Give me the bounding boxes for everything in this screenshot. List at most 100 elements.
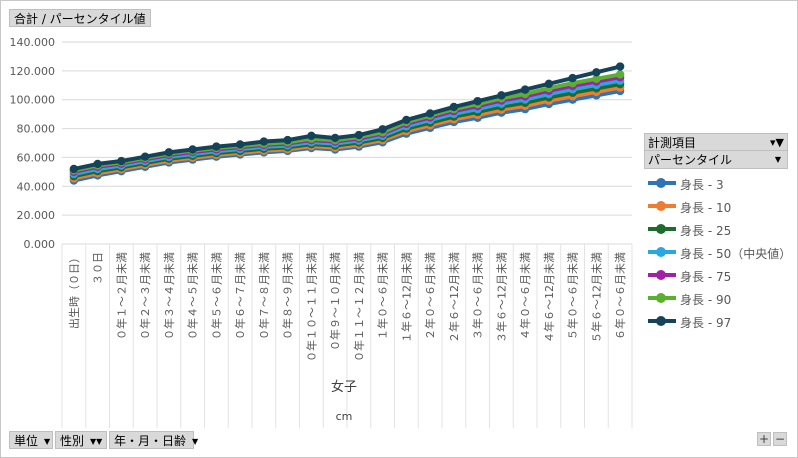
series-lines bbox=[69, 62, 625, 185]
x-tick-label: ２年６～12月未満 bbox=[447, 252, 461, 343]
x-tick-label: ０年１０～１１月未満 bbox=[304, 252, 318, 362]
x-tick-label: ０年４～５月未満 bbox=[186, 252, 200, 340]
data-point[interactable] bbox=[330, 133, 340, 143]
y-tick-label: 140.000 bbox=[10, 36, 56, 49]
y-tick-label: 120.000 bbox=[10, 65, 56, 78]
data-point[interactable] bbox=[117, 156, 126, 166]
legend-items: 身長 - 3 身長 - 10 身長 - 25 身長 - 50（中央値） 身長 - 75 身… bbox=[644, 173, 792, 334]
data-point[interactable] bbox=[283, 135, 292, 145]
collapse-button[interactable]: − bbox=[773, 432, 787, 446]
x-tick-label: ３０日 bbox=[92, 252, 105, 285]
unit-field-button[interactable]: 単位 ▼ bbox=[9, 431, 53, 449]
data-point[interactable] bbox=[188, 145, 197, 154]
legend-label: 身長 - 97 bbox=[680, 316, 732, 330]
y-tick-label: 100.000 bbox=[10, 94, 56, 107]
data-point[interactable] bbox=[425, 109, 435, 118]
data-point[interactable] bbox=[69, 164, 79, 174]
data-point[interactable] bbox=[235, 140, 245, 149]
data-point[interactable] bbox=[592, 74, 601, 83]
x-tick-label: ０年８～９月未満 bbox=[281, 252, 295, 340]
x-tick-label: ０年２～３月未満 bbox=[138, 252, 152, 340]
data-point[interactable] bbox=[615, 70, 625, 79]
data-point[interactable] bbox=[378, 125, 387, 134]
legend-item[interactable]: 身長 - 97 bbox=[644, 311, 788, 334]
legend-sub-field-label: パーセンタイル bbox=[648, 153, 733, 167]
data-point[interactable] bbox=[259, 137, 269, 146]
data-point[interactable] bbox=[164, 148, 174, 157]
x-tick-label: ３年６～12月未満 bbox=[494, 252, 508, 343]
y-tick-label: 40.000 bbox=[17, 180, 56, 193]
data-point[interactable] bbox=[140, 152, 150, 161]
data-point[interactable] bbox=[93, 159, 102, 169]
data-point[interactable] bbox=[615, 62, 625, 71]
dropdown-arrow-icon[interactable]: ▼ bbox=[774, 155, 781, 164]
x-tick-label: ０年７～８月未満 bbox=[257, 252, 271, 340]
legend-marker-swatch bbox=[656, 201, 666, 211]
y-tick-label: 20.000 bbox=[17, 209, 56, 222]
data-point[interactable] bbox=[568, 73, 577, 83]
gender-field-label: 性別 bbox=[60, 434, 85, 448]
x-tick-label: ２年０～６月未満 bbox=[423, 252, 437, 340]
data-point[interactable] bbox=[520, 85, 530, 94]
x-tick-label: ５年０～６月未満 bbox=[566, 252, 580, 340]
x-tick-label: ３年０～６月未満 bbox=[471, 252, 485, 340]
data-point[interactable] bbox=[212, 142, 221, 151]
legend-label: 身長 - 3 bbox=[680, 178, 724, 192]
age-field-button[interactable]: 年・月・日齢 ▼ bbox=[109, 431, 198, 449]
legend-label: 身長 - 90 bbox=[680, 293, 732, 307]
series-line bbox=[73, 64, 621, 171]
legend-label: 身長 - 75 bbox=[680, 270, 732, 284]
x-tick-label: 出生時（０日） bbox=[67, 252, 81, 329]
filter-icon[interactable]: ▾▼ bbox=[770, 136, 784, 149]
values-field-button[interactable]: 合計 / パーセンタイル値 bbox=[9, 9, 151, 27]
gender-field-button[interactable]: 性別 ▼▼ bbox=[55, 431, 107, 449]
gridlines bbox=[61, 41, 633, 428]
age-field-label: 年・月・日齢 bbox=[114, 434, 187, 448]
data-point[interactable] bbox=[544, 79, 554, 89]
legend-marker-swatch bbox=[656, 224, 666, 234]
expand-button[interactable]: + bbox=[757, 432, 771, 446]
legend-marker-swatch bbox=[656, 247, 666, 257]
x-tick-label: ０年３～４月未満 bbox=[162, 252, 176, 340]
data-point[interactable] bbox=[402, 115, 411, 125]
x-axis-title: 女子 bbox=[331, 379, 357, 395]
data-point[interactable] bbox=[354, 130, 364, 140]
data-point[interactable] bbox=[449, 102, 459, 112]
y-tick-label: 60.000 bbox=[17, 151, 56, 164]
x-axis-ticks: 出生時（０日） ３０日 ０年１～２月未満 ０年２～３月未満 ０年３～４月未満 ０年４～５月… bbox=[67, 252, 627, 362]
legend-field-button[interactable]: 計測項目 ▾▼ bbox=[644, 133, 788, 151]
x-tick-label: ４年６～12月未満 bbox=[542, 252, 556, 343]
x-tick-label: ４年０～６月未満 bbox=[518, 252, 532, 340]
x-tick-label: １年６～12月未満 bbox=[399, 252, 413, 343]
data-point[interactable] bbox=[473, 96, 482, 106]
x-tick-label: ５年６～12月未満 bbox=[589, 252, 603, 343]
legend-item[interactable]: 身長 - 50（中央値） bbox=[644, 242, 792, 265]
unit-label: cm bbox=[336, 410, 353, 423]
x-tick-label: ０年５～６月未満 bbox=[209, 252, 223, 340]
unit-field-label: 単位 bbox=[14, 434, 39, 448]
x-tick-label: ６年０～６月未満 bbox=[613, 252, 627, 340]
x-tick-label: ０年１～２月未満 bbox=[114, 252, 128, 340]
legend-sub-field-button[interactable]: パーセンタイル ▼ bbox=[644, 151, 788, 169]
legend-marker-swatch bbox=[656, 270, 666, 280]
legend-marker-swatch bbox=[656, 316, 666, 326]
values-field-label: 合計 / パーセンタイル値 bbox=[14, 12, 146, 26]
data-point[interactable] bbox=[592, 68, 601, 77]
legend-label: 身長 - 50（中央値） bbox=[680, 247, 792, 261]
y-tick-label: 0.000 bbox=[24, 238, 56, 251]
y-axis-ticks: 0.000 20.000 40.000 60.000 80.000 100.000 120.… bbox=[10, 36, 56, 251]
x-tick-label: ０年１１～１２月未満 bbox=[352, 252, 366, 362]
dropdown-arrow-icon: ▼ bbox=[44, 436, 51, 446]
legend-item[interactable]: 身長 - 10 bbox=[644, 196, 788, 219]
data-point[interactable] bbox=[497, 91, 506, 100]
filter-dropdown-icon: ▼▼ bbox=[90, 436, 103, 446]
data-point[interactable] bbox=[307, 131, 316, 140]
legend-item[interactable]: 身長 - 90 bbox=[644, 288, 788, 311]
x-tick-label: ０年６～７月未満 bbox=[233, 252, 247, 340]
legend-item[interactable]: 身長 - 75 bbox=[644, 265, 788, 288]
legend-marker-swatch bbox=[656, 178, 666, 188]
legend-label: 身長 - 25 bbox=[680, 224, 732, 238]
legend-item[interactable]: 身長 - 3 bbox=[644, 173, 788, 196]
legend-item[interactable]: 身長 - 25 bbox=[644, 219, 788, 242]
